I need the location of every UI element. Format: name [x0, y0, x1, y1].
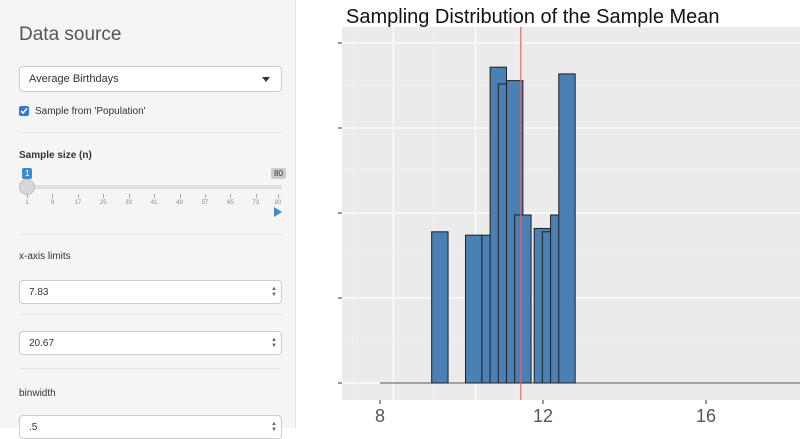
- slider-tick-label: 80: [274, 200, 282, 206]
- slider-tick: [278, 194, 279, 198]
- sample-size-slider-track[interactable]: [27, 185, 282, 189]
- divider: [19, 368, 282, 369]
- x-axis-max-input[interactable]: 20.67 ▲ ▼: [19, 331, 282, 355]
- sidebar-panel: Data source Average Birthdays Sample fro…: [0, 0, 296, 439]
- data-source-title: Data source: [19, 24, 122, 45]
- sample-size-label: Sample size (n): [19, 150, 92, 161]
- slider-tick: [103, 194, 105, 198]
- histogram-bar: [464, 234, 483, 384]
- slider-tick: [52, 194, 54, 198]
- slider-tick-label: 1: [25, 200, 29, 206]
- x-axis-tick-label: 8: [375, 406, 385, 426]
- sample-population-checkbox[interactable]: [19, 106, 29, 116]
- histogram-bar: [431, 231, 449, 384]
- histogram-chart: 8 12 16: [310, 27, 800, 426]
- slider-tick: [204, 194, 206, 198]
- histogram-bar: [558, 73, 576, 384]
- divider: [19, 314, 282, 315]
- divider: [19, 132, 282, 133]
- checkmark-icon: [20, 108, 28, 115]
- caret-down-icon: [262, 77, 270, 82]
- x-axis-max-value: 20.67: [29, 338, 55, 349]
- sample-size-slider-handle[interactable]: [19, 179, 35, 195]
- sample-population-label: Sample from 'Population': [35, 105, 146, 117]
- data-source-select[interactable]: Average Birthdays: [19, 66, 282, 92]
- slider-tick-label: 9: [50, 200, 55, 206]
- slider-tick: [77, 194, 79, 198]
- chart-title: Sampling Distribution of the Sample Mean: [346, 6, 720, 28]
- slider-tick: [179, 194, 181, 198]
- slider-tick-label: 49: [176, 200, 183, 206]
- binwidth-label: binwidth: [19, 388, 56, 399]
- slider-tick-label: 17: [74, 200, 82, 206]
- x-axis-tick-label: 12: [533, 406, 553, 426]
- histogram-bar: [514, 214, 532, 384]
- slider-tick-label: 33: [125, 200, 132, 206]
- slider-tick-label: 65: [226, 200, 234, 206]
- x-axis-limits-label: x-axis limits: [19, 251, 71, 262]
- data-source-select-value: Average Birthdays: [29, 73, 119, 85]
- slider-tick: [128, 194, 130, 198]
- slider-tick: [255, 194, 257, 198]
- spinner-icon[interactable]: ▲ ▼: [271, 421, 277, 433]
- slider-tick-label: 57: [201, 200, 209, 206]
- slider-max-badge: 80: [271, 168, 286, 179]
- divider: [19, 234, 282, 235]
- play-icon[interactable]: [274, 207, 282, 217]
- x-axis-min-input[interactable]: 7.83 ▲ ▼: [19, 280, 282, 304]
- slider-tick: [230, 194, 232, 198]
- slider-value-badge: 1: [22, 168, 33, 179]
- slider-tick-label: 25: [99, 200, 107, 206]
- slider-tick-label: 41: [150, 200, 158, 206]
- sample-population-row[interactable]: Sample from 'Population': [19, 104, 146, 118]
- binwidth-input[interactable]: .5 ▲ ▼: [19, 415, 282, 439]
- slider-tick-label: 73: [252, 200, 260, 206]
- slider-tick: [154, 194, 156, 198]
- x-axis-tick-label: 16: [696, 406, 716, 426]
- slider-tick: [27, 194, 28, 198]
- x-axis-min-value: 7.83: [29, 287, 49, 298]
- spinner-icon[interactable]: ▲ ▼: [271, 337, 277, 349]
- spinner-icon[interactable]: ▲ ▼: [271, 286, 277, 298]
